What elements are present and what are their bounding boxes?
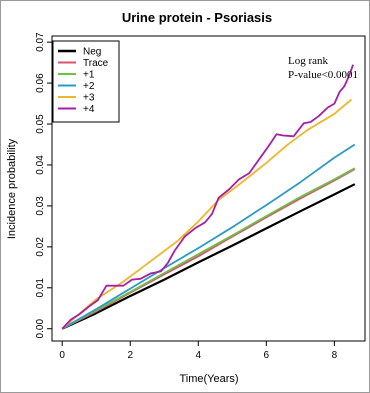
legend-label-plus4: +4 <box>83 104 95 115</box>
x-tick-label: 4 <box>196 350 202 361</box>
y-tick-label: 0.03 <box>35 196 46 216</box>
y-axis: 0.00 0.01 0.02 0.03 0.04 0.05 0.06 0.07 <box>35 32 52 338</box>
y-axis-label: Incidence probability <box>6 138 18 239</box>
legend-label-plus1: +1 <box>83 70 95 81</box>
y-tick-label: 0.00 <box>35 319 46 339</box>
y-tick-label: 0.05 <box>35 114 46 134</box>
series-layer <box>61 64 356 330</box>
series-line-plus1 <box>61 167 356 330</box>
y-tick-label: 0.06 <box>35 73 46 93</box>
chart-title: Urine protein - Psoriasis <box>122 10 272 25</box>
x-tick-label: 0 <box>59 350 65 361</box>
x-tick-label: 6 <box>264 350 270 361</box>
x-tick-label: 2 <box>127 350 133 361</box>
series-line-neg <box>61 183 356 330</box>
plot-frame <box>51 35 366 342</box>
y-tick-label: 0.07 <box>35 32 46 52</box>
legend-label-trace: Trace <box>83 58 109 69</box>
legend-label-plus3: +3 <box>83 93 95 104</box>
series-line-plus3 <box>61 98 352 330</box>
x-tick-label: 8 <box>332 350 338 361</box>
y-tick-label: 0.01 <box>35 278 46 298</box>
y-tick-label: 0.02 <box>35 237 46 257</box>
annotation-log-rank: Log rank <box>288 55 329 67</box>
legend-label-neg: Neg <box>83 47 101 58</box>
legend-label-plus2: +2 <box>83 81 95 92</box>
series-line-plus2 <box>61 143 356 330</box>
x-axis: 0 2 4 6 8 <box>59 341 338 361</box>
y-tick-label: 0.04 <box>35 155 46 175</box>
annotation-p-value: P-value<0.0001 <box>288 69 358 81</box>
series-line-plus4 <box>61 64 354 330</box>
x-axis-label: Time(Years) <box>179 373 238 385</box>
